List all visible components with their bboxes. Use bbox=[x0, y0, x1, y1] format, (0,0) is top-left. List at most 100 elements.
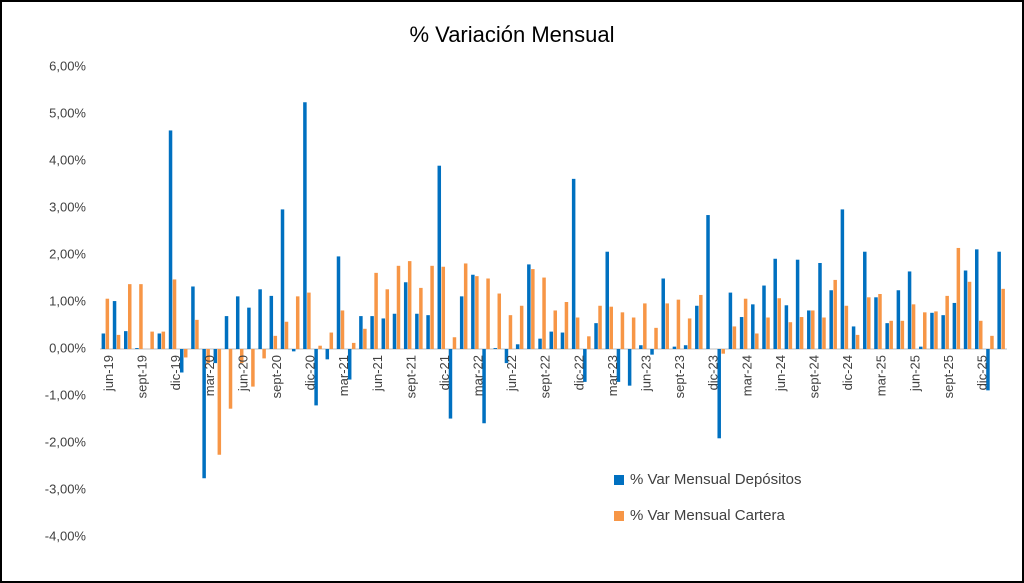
x-tick-label: dic-20 bbox=[303, 355, 318, 390]
x-tick-label: jun-25 bbox=[907, 355, 922, 392]
x-tick-label: dic-24 bbox=[840, 355, 855, 390]
bar bbox=[751, 304, 755, 349]
bar bbox=[717, 349, 721, 439]
bar bbox=[347, 349, 352, 380]
bar bbox=[598, 305, 602, 349]
bar bbox=[303, 102, 307, 349]
bar bbox=[295, 296, 300, 349]
bar bbox=[867, 297, 871, 349]
bar bbox=[239, 349, 244, 364]
bar bbox=[616, 349, 621, 382]
bar bbox=[963, 270, 968, 349]
bar bbox=[795, 259, 800, 349]
bar bbox=[123, 331, 128, 349]
bar bbox=[699, 294, 703, 349]
legend-label: % Var Mensual Depósitos bbox=[630, 471, 801, 488]
bar bbox=[217, 349, 222, 455]
bar bbox=[191, 286, 195, 349]
x-tick-label: dic-21 bbox=[437, 355, 452, 390]
bar bbox=[889, 320, 893, 349]
bar bbox=[575, 317, 580, 349]
bar bbox=[139, 284, 143, 349]
x-tick-label: dic-23 bbox=[706, 355, 721, 390]
bar bbox=[262, 349, 266, 359]
bar bbox=[941, 315, 945, 349]
bar bbox=[732, 326, 737, 349]
bar bbox=[105, 298, 110, 349]
x-tick-label: mar-20 bbox=[202, 355, 217, 396]
bar bbox=[773, 258, 777, 349]
bar bbox=[672, 346, 677, 349]
bar bbox=[885, 323, 889, 349]
y-tick-label: -4,00% bbox=[45, 528, 87, 543]
bar bbox=[811, 310, 815, 349]
bar bbox=[363, 328, 367, 349]
bar bbox=[1001, 288, 1005, 349]
bar bbox=[116, 334, 121, 349]
bar bbox=[202, 349, 206, 479]
chart-title: % Variación Mensual bbox=[409, 22, 614, 47]
bar bbox=[351, 342, 356, 349]
y-tick-label: 1,00% bbox=[49, 293, 86, 308]
bar bbox=[251, 349, 255, 387]
bar bbox=[863, 251, 867, 349]
x-tick-label: jun-20 bbox=[235, 355, 250, 392]
bar bbox=[643, 303, 647, 349]
bar bbox=[979, 320, 983, 349]
bar bbox=[392, 313, 397, 349]
x-tick-label: sept-21 bbox=[403, 355, 418, 398]
bar bbox=[934, 311, 938, 349]
bar bbox=[855, 334, 860, 349]
bar bbox=[415, 313, 419, 349]
x-tick-label: sept-25 bbox=[941, 355, 956, 398]
bar bbox=[840, 209, 845, 349]
bar bbox=[228, 349, 233, 409]
bar bbox=[755, 333, 759, 349]
bar bbox=[587, 336, 591, 349]
bar bbox=[396, 265, 401, 349]
bar bbox=[919, 346, 923, 349]
bar bbox=[179, 349, 184, 373]
bar bbox=[844, 305, 849, 349]
x-tick-label: jun-19 bbox=[101, 355, 116, 392]
bar bbox=[542, 277, 546, 349]
bar bbox=[560, 332, 565, 349]
bar bbox=[273, 335, 278, 349]
bar bbox=[258, 289, 262, 349]
bar bbox=[452, 337, 457, 349]
bar bbox=[172, 279, 177, 349]
bar bbox=[307, 292, 311, 349]
bar bbox=[564, 302, 569, 349]
bar bbox=[620, 312, 625, 349]
bar bbox=[833, 279, 837, 349]
bar bbox=[665, 303, 669, 349]
bar bbox=[459, 296, 464, 349]
bar bbox=[784, 305, 789, 349]
y-tick-label: 4,00% bbox=[49, 152, 86, 167]
bar bbox=[206, 349, 210, 364]
bar bbox=[385, 289, 390, 349]
bar bbox=[224, 316, 229, 349]
bar bbox=[878, 294, 882, 349]
bar bbox=[851, 326, 856, 349]
bar bbox=[157, 333, 162, 349]
bar bbox=[407, 261, 412, 349]
bar bbox=[183, 349, 188, 358]
bar bbox=[609, 306, 613, 349]
legend-swatch bbox=[614, 511, 624, 521]
bar bbox=[627, 349, 632, 386]
x-tick-label: sept-24 bbox=[806, 355, 821, 398]
bar bbox=[482, 349, 486, 424]
bar bbox=[531, 269, 535, 349]
x-tick-label: mar-22 bbox=[471, 355, 486, 396]
bar bbox=[661, 278, 665, 349]
bar bbox=[766, 317, 770, 349]
bar bbox=[594, 323, 598, 349]
bar bbox=[777, 298, 781, 349]
bar bbox=[515, 344, 520, 349]
bar bbox=[213, 349, 218, 364]
bar bbox=[896, 290, 901, 349]
legend-label: % Var Mensual Cartera bbox=[630, 507, 785, 524]
y-tick-label: 6,00% bbox=[49, 58, 86, 73]
bar bbox=[721, 349, 725, 354]
